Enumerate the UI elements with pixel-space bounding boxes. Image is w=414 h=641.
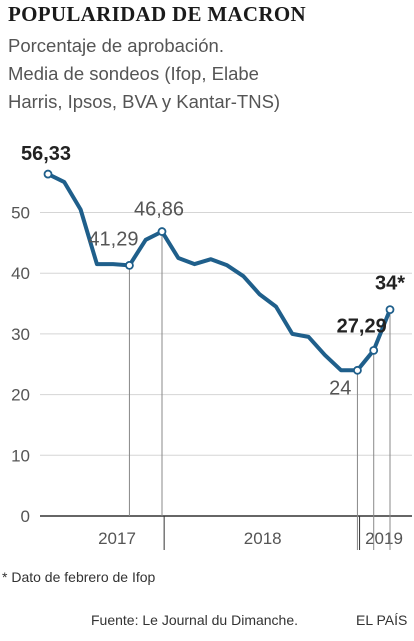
data-label: 27,29 [337, 315, 387, 337]
point-marker [157, 227, 167, 236]
point-marker [43, 169, 53, 179]
point-marker [353, 365, 362, 375]
y-tick-label: 40 [11, 264, 30, 283]
subtitle-line-3: Harris, Ipsos, BVA y Kantar-TNS) [8, 91, 281, 112]
subtitle-line-1: Porcentaje de aprobación. [8, 35, 224, 56]
year-label-2018: 2018 [244, 529, 282, 548]
data-label: 41,29 [88, 228, 138, 250]
y-tick-label: 0 [21, 507, 30, 526]
point-marker [369, 345, 379, 355]
data-label: 46,86 [134, 199, 184, 221]
y-tick-label: 30 [11, 325, 30, 344]
y-tick-label: 10 [11, 446, 30, 465]
approval-series-line [46, 172, 392, 373]
year-label-2019: 2019 [365, 529, 403, 548]
source-note: Fuente: Le Journal du Dimanche. [91, 612, 299, 628]
y-tick-label: 50 [11, 204, 30, 223]
chart-title: POPULARIDAD DE MACRON [8, 2, 306, 26]
data-label: 34* [375, 273, 405, 295]
brand-label: EL PAÍS [356, 612, 408, 628]
year-label-2017: 2017 [98, 529, 136, 548]
subtitle-line-2: Media de sondeos (Ifop, Elabe [8, 63, 259, 84]
data-label: 56,33 [21, 143, 71, 165]
footnote: * Dato de febrero de Ifop [2, 569, 156, 585]
point-marker [385, 305, 395, 315]
data-label: 24 [329, 377, 351, 399]
point-marker [125, 260, 134, 270]
y-tick-label: 20 [11, 386, 30, 405]
